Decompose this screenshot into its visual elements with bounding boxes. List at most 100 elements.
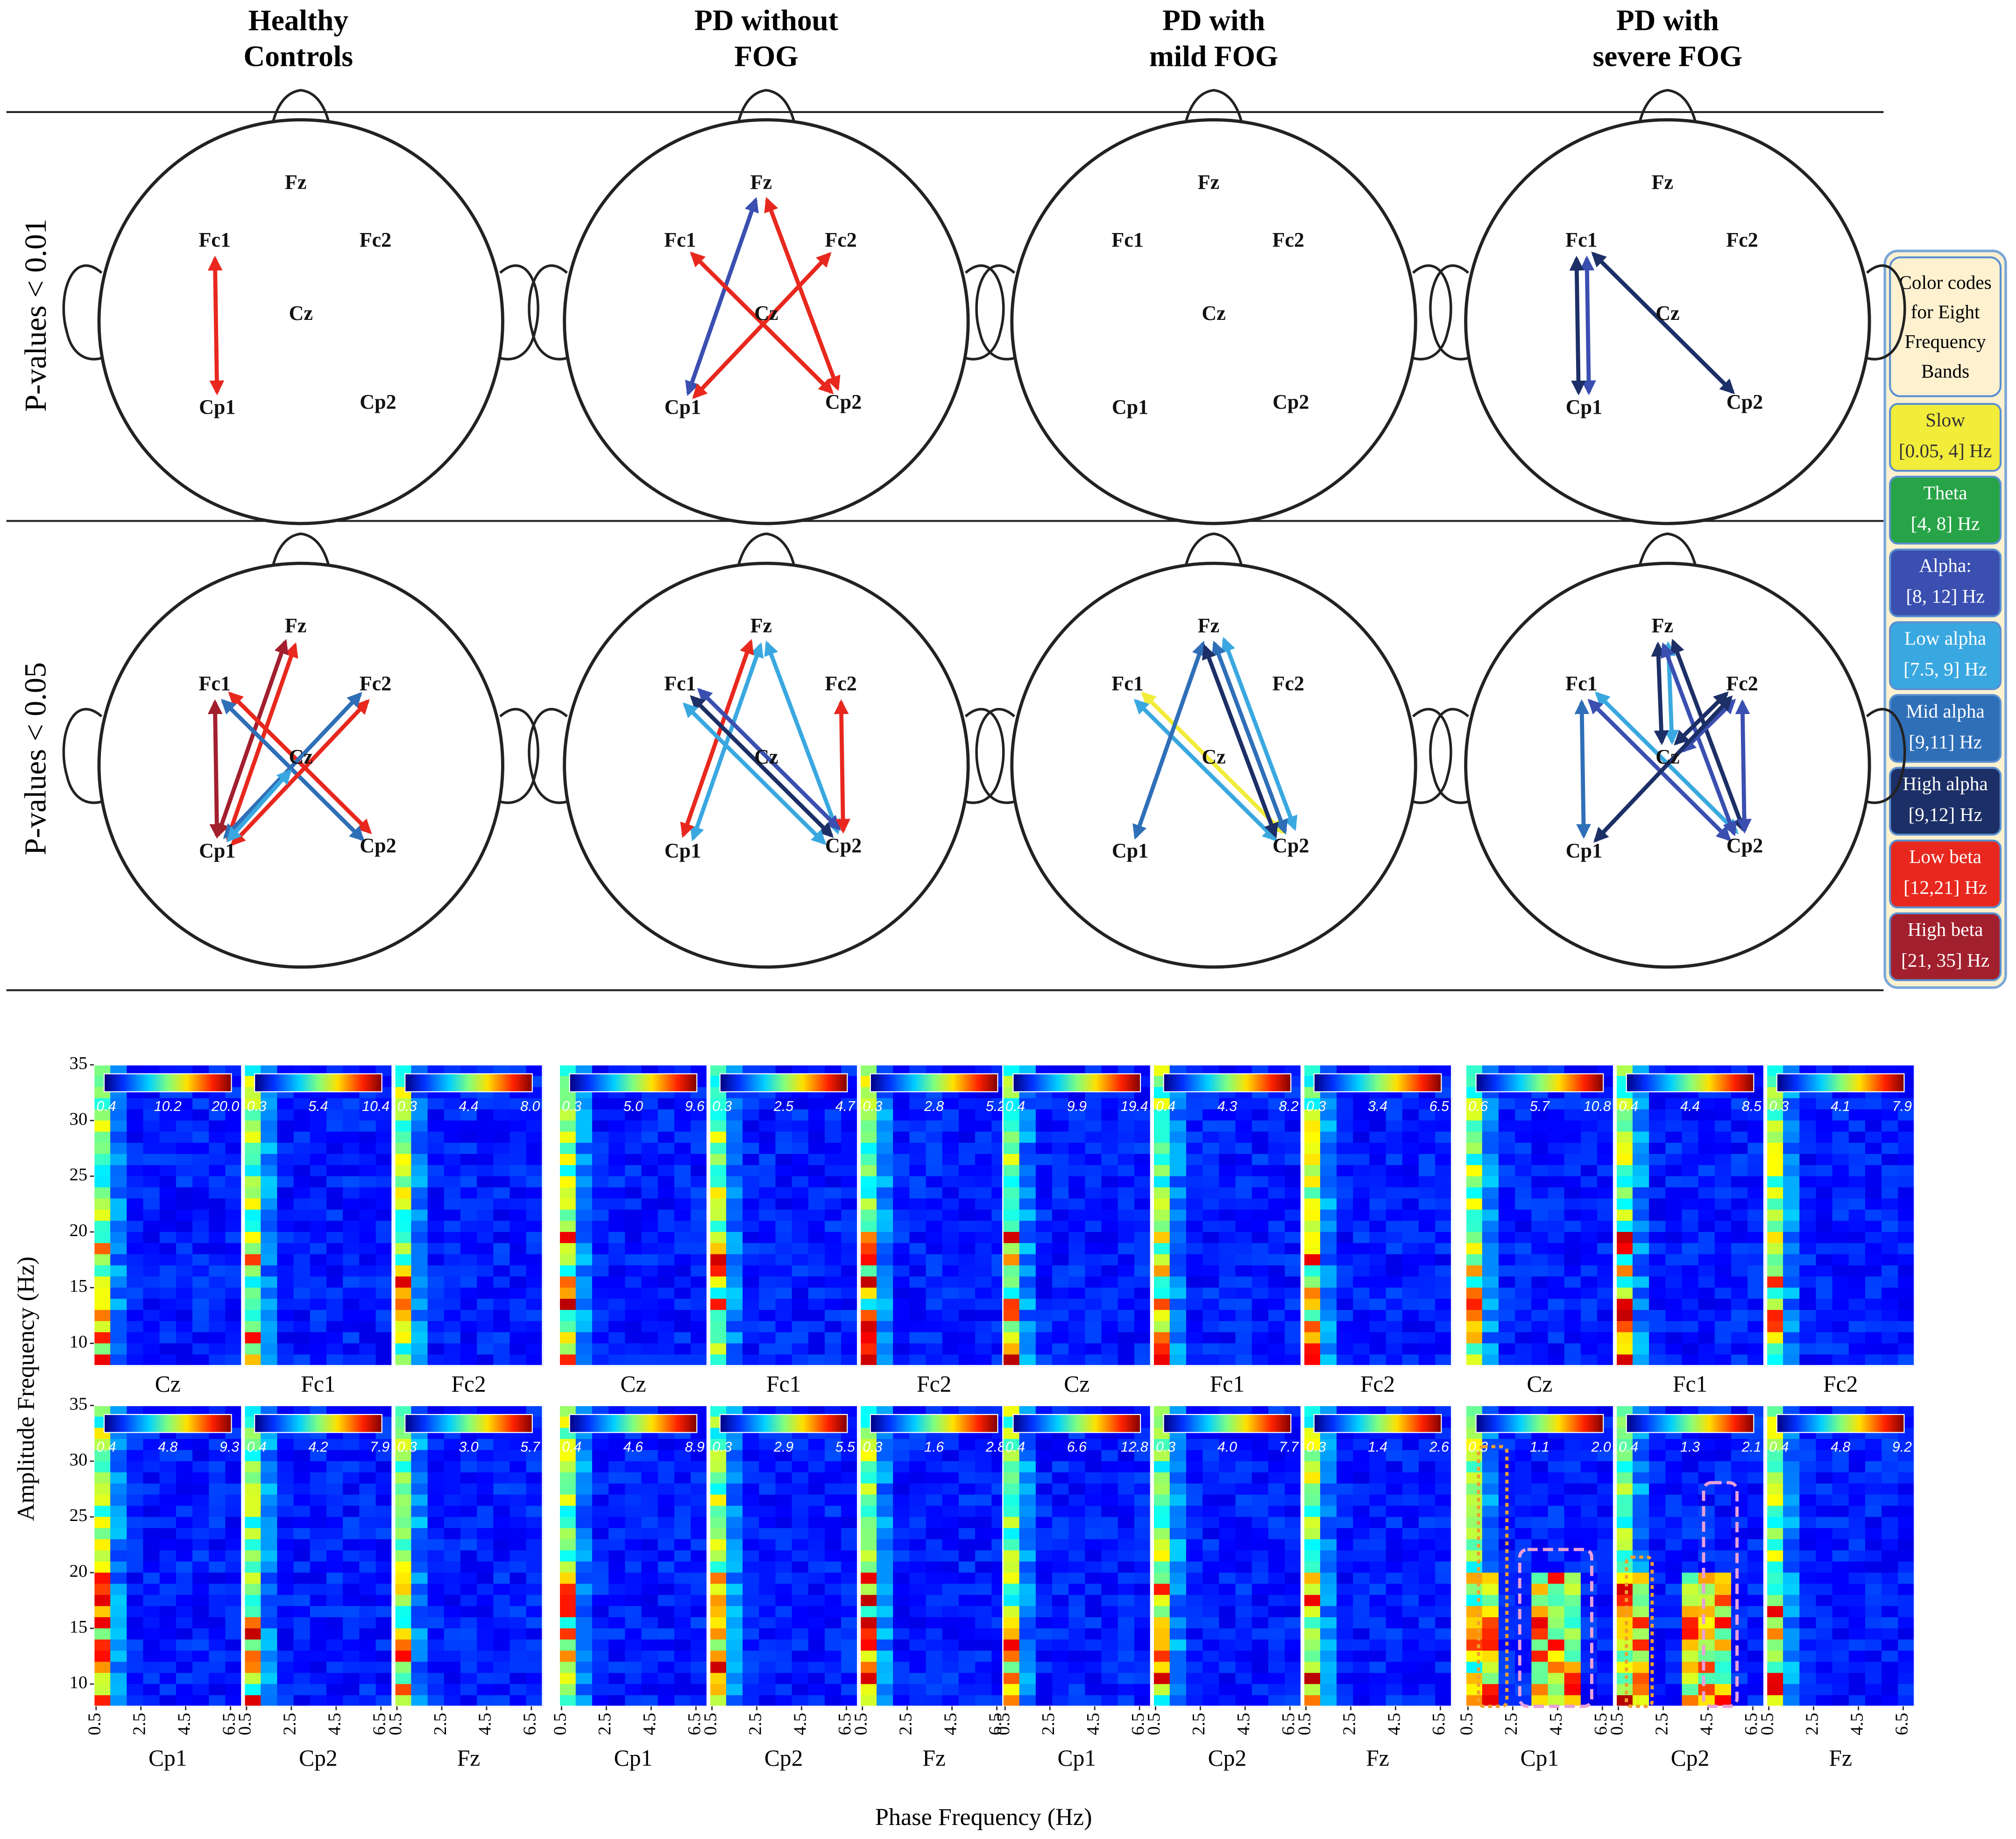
heatmap-cell xyxy=(176,1461,193,1473)
heatmap-cell xyxy=(1035,1243,1053,1255)
heatmap-cell xyxy=(1597,1143,1614,1155)
heatmap-cell xyxy=(1402,1209,1420,1222)
heatmap-cell xyxy=(658,1494,675,1507)
heatmap-cell xyxy=(1068,1662,1086,1674)
heatmap-cell xyxy=(658,1439,675,1451)
heatmap-cell xyxy=(427,1506,445,1518)
heatmap-cell xyxy=(1369,1209,1387,1222)
heatmap-cell xyxy=(375,1517,393,1529)
heatmap-cell xyxy=(444,1287,461,1300)
heatmap-cell xyxy=(526,1287,544,1300)
heatmap-cell xyxy=(509,1550,527,1563)
heatmap-cell xyxy=(444,1209,461,1222)
heatmap-cell xyxy=(1219,1299,1236,1311)
heatmap-cell xyxy=(709,1143,727,1155)
heatmap-cell xyxy=(1320,1120,1337,1132)
heatmap-cell xyxy=(877,1143,894,1155)
heatmap-cell xyxy=(1118,1439,1135,1451)
heatmap-cell xyxy=(641,1561,659,1573)
heatmap-cell xyxy=(110,1517,127,1529)
heatmap-cell xyxy=(926,1494,943,1507)
heatmap-cell xyxy=(1153,1109,1171,1121)
head-ear xyxy=(528,707,569,804)
heatmap-cell xyxy=(726,1143,743,1155)
heatmap-cell xyxy=(444,1221,461,1233)
heatmap-cell xyxy=(1052,1153,1069,1166)
heatmap-cell xyxy=(1320,1265,1337,1277)
heatmap-cell xyxy=(592,1165,609,1177)
heatmap-cell xyxy=(641,1506,659,1518)
heatmap-cell xyxy=(326,1650,344,1662)
heatmap-cell xyxy=(841,1483,858,1495)
electrode-label: Fz xyxy=(750,170,772,193)
heatmap-cell xyxy=(326,1517,344,1529)
heatmap-cell xyxy=(1019,1332,1037,1344)
heatmap-cell xyxy=(477,1198,494,1210)
heatmap-cell xyxy=(1353,1461,1370,1473)
heatmap-cell xyxy=(893,1165,910,1177)
heatmap-cell xyxy=(244,1265,262,1277)
heatmap-cell xyxy=(477,1343,494,1355)
channel-label: Cp1 xyxy=(1057,1745,1096,1771)
heatmap-cell xyxy=(1418,1617,1436,1629)
heatmap-cell xyxy=(159,1561,177,1573)
heatmap-cell xyxy=(1169,1209,1187,1222)
heatmap-cell xyxy=(159,1254,177,1266)
heatmap-cell xyxy=(509,1332,527,1344)
heatmap-cell xyxy=(860,1695,877,1707)
heatmap-cell xyxy=(509,1606,527,1618)
heatmap-cell xyxy=(841,1628,858,1641)
heatmap-cell xyxy=(1101,1450,1119,1462)
heatmap-cell xyxy=(343,1187,360,1199)
heatmap-cell xyxy=(1101,1628,1119,1641)
heatmap-cell xyxy=(942,1572,960,1584)
heatmap-cell xyxy=(1169,1628,1187,1641)
heatmap-cell xyxy=(326,1561,344,1573)
heatmap-cell xyxy=(625,1439,642,1451)
heatmap-cell xyxy=(575,1639,593,1652)
colorbar-tick-label: 8.9 xyxy=(685,1440,705,1455)
heatmap-cell xyxy=(127,1310,144,1322)
heatmap-cell xyxy=(176,1673,193,1685)
heatmap-cell xyxy=(493,1232,510,1244)
heatmap-cell xyxy=(926,1098,943,1110)
heatmap-cell xyxy=(709,1561,727,1573)
heatmap-cell xyxy=(1085,1243,1102,1255)
heatmap-cell xyxy=(942,1628,960,1641)
heatmap-cell xyxy=(1580,1165,1598,1177)
heatmap-cell xyxy=(411,1483,428,1495)
heatmap-cell xyxy=(592,1321,609,1333)
heatmap-cell xyxy=(743,1628,760,1641)
heatmap-cell xyxy=(641,1176,659,1188)
heatmap-cell xyxy=(841,1153,858,1166)
heatmap-cell xyxy=(143,1572,161,1584)
heatmap-cell xyxy=(608,1254,626,1266)
heatmap-cell xyxy=(293,1539,311,1551)
heatmap-cell xyxy=(127,1439,144,1451)
heatmap-cell xyxy=(110,1265,127,1277)
channel-label: Cp2 xyxy=(299,1745,338,1771)
heatmap-cell xyxy=(726,1310,743,1322)
heatmap-cell xyxy=(1186,1695,1203,1707)
heatmap-cell xyxy=(1068,1572,1086,1584)
heatmap-cell xyxy=(127,1098,144,1110)
heatmap-cell xyxy=(493,1153,510,1166)
heatmap-cell xyxy=(1285,1439,1302,1451)
heatmap-cell xyxy=(1019,1221,1037,1233)
heatmap-cell xyxy=(127,1662,144,1674)
heatmap-cell xyxy=(1035,1098,1053,1110)
heatmap-cell xyxy=(93,1120,111,1132)
heatmap-cell xyxy=(592,1639,609,1652)
heatmap-cell xyxy=(942,1165,960,1177)
heatmap-cell xyxy=(176,1143,193,1155)
heatmap-cell xyxy=(559,1109,577,1121)
heatmap-cell xyxy=(261,1153,278,1166)
heatmap-cell xyxy=(1101,1243,1119,1255)
heatmap-cell xyxy=(1337,1276,1354,1288)
heatmap-cell xyxy=(326,1321,344,1333)
heatmap-cell xyxy=(1435,1310,1452,1322)
heatmap-cell xyxy=(493,1517,510,1529)
heatmap-cell xyxy=(493,1684,510,1696)
heatmap-cell xyxy=(1169,1684,1187,1696)
heatmap-cell xyxy=(293,1572,311,1584)
